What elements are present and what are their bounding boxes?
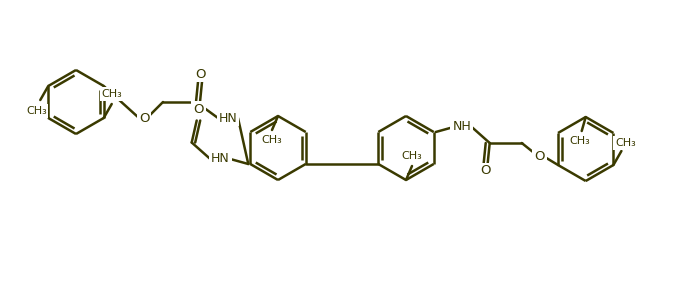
Text: CH₃: CH₃ bbox=[569, 136, 590, 146]
Text: O: O bbox=[534, 151, 545, 164]
Text: NH: NH bbox=[452, 121, 471, 133]
Text: CH₃: CH₃ bbox=[402, 151, 423, 161]
Text: O: O bbox=[195, 67, 205, 80]
Text: CH₃: CH₃ bbox=[261, 135, 282, 145]
Text: CH₃: CH₃ bbox=[26, 106, 47, 116]
Text: O: O bbox=[194, 103, 204, 116]
Text: CH₃: CH₃ bbox=[615, 138, 636, 148]
Text: HN: HN bbox=[211, 153, 230, 166]
Text: HN: HN bbox=[219, 112, 237, 124]
Text: CH₃: CH₃ bbox=[101, 89, 122, 99]
Text: O: O bbox=[139, 112, 149, 124]
Text: O: O bbox=[480, 164, 491, 178]
